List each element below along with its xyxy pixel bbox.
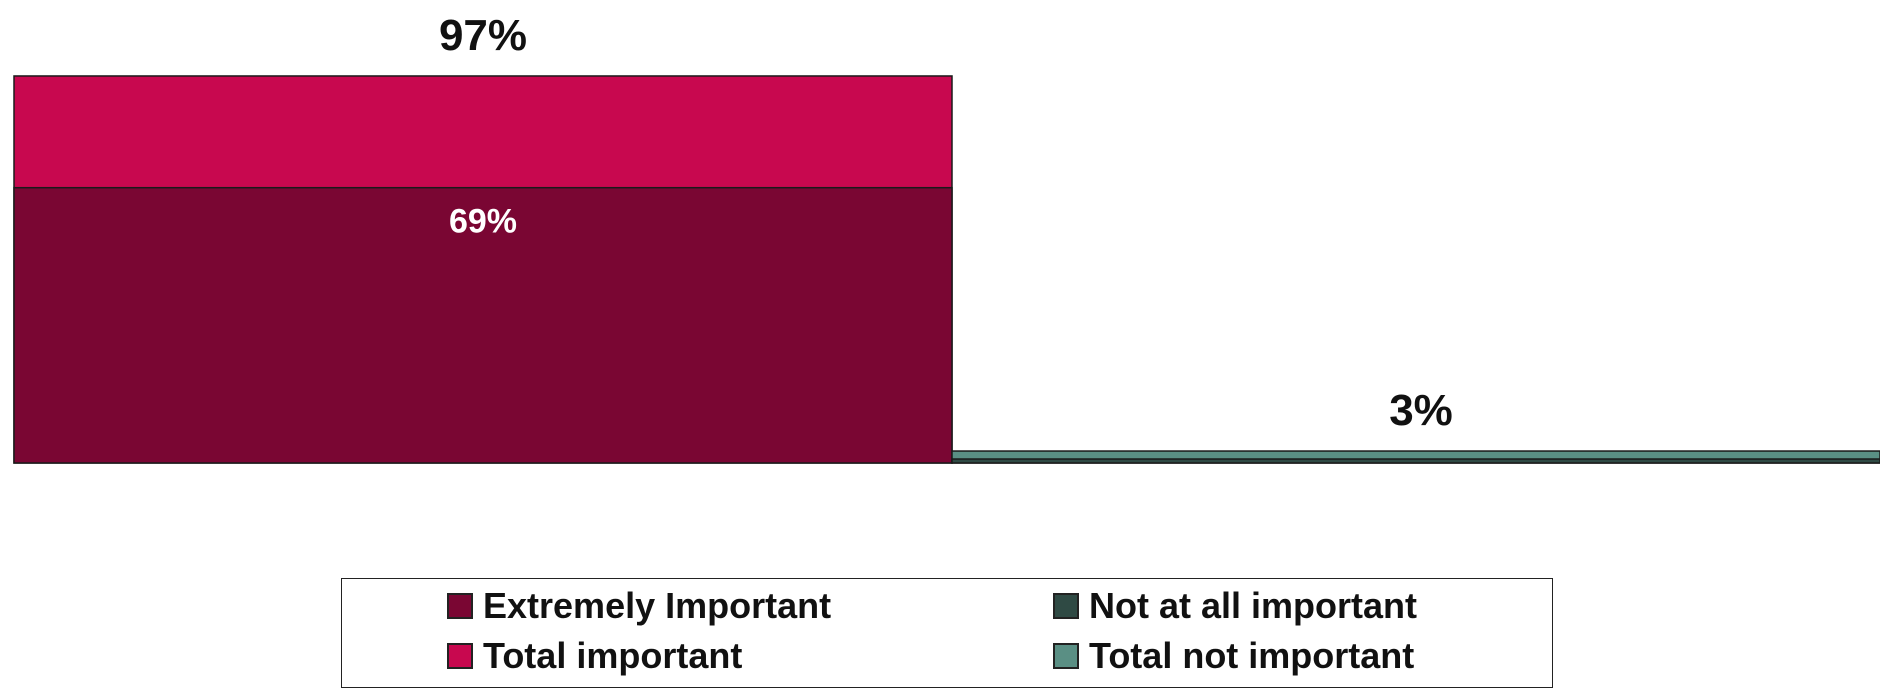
bar-extremely-important: [13, 186, 953, 464]
legend-label: Total not important: [1089, 635, 1415, 676]
legend-label: Extremely Important: [483, 585, 832, 626]
data-labels-group: 97% 69% 3%: [439, 11, 1453, 435]
legend-swatch: [447, 593, 473, 619]
bar-not-at-all-important: [951, 458, 1880, 464]
legend-swatch: [1053, 643, 1079, 669]
chart: 97% 69% 3%: [13, 11, 1880, 464]
legend-swatch: [1053, 593, 1079, 619]
legend-item-total-important: Total important: [447, 635, 742, 677]
legend-item-total-not-important: Total not important: [1053, 635, 1414, 677]
data-label-extremely-important: 69%: [449, 203, 517, 241]
legend-label: Not at all important: [1089, 585, 1418, 626]
legend-item-extremely-important: Extremely Important: [447, 585, 831, 627]
bars-group: [13, 75, 1880, 464]
legend-label: Total important: [483, 635, 743, 676]
legend-swatch: [447, 643, 473, 669]
legend: Extremely Important Not at all important…: [341, 578, 1553, 688]
data-label-total-not-important: 3%: [1389, 386, 1453, 435]
legend-item-not-at-all-important: Not at all important: [1053, 585, 1417, 627]
data-label-total-important: 97%: [439, 11, 527, 60]
